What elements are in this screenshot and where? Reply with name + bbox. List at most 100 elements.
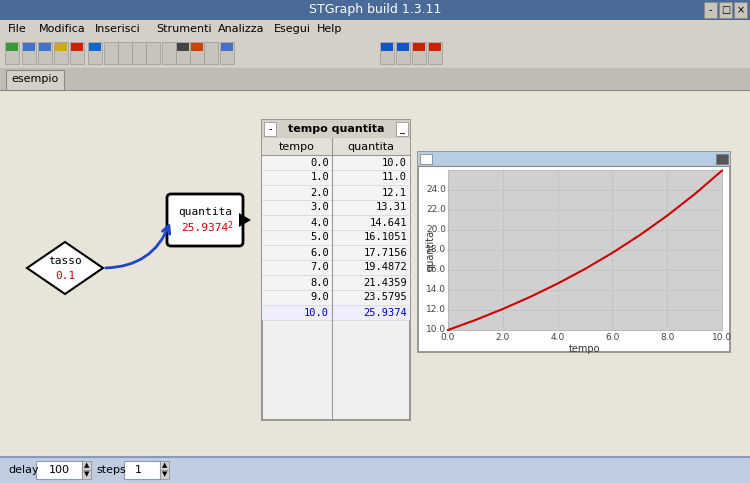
Bar — [397, 43, 409, 51]
Text: 2.0: 2.0 — [310, 187, 329, 198]
Text: Help: Help — [316, 24, 342, 34]
Text: 4.0: 4.0 — [310, 217, 329, 227]
Text: 8.0: 8.0 — [660, 333, 674, 342]
Bar — [0, 38, 750, 68]
Bar — [0, 68, 750, 90]
Text: 23.5795: 23.5795 — [363, 293, 407, 302]
Bar — [104, 42, 118, 64]
Polygon shape — [239, 213, 251, 227]
Text: tempo: tempo — [279, 142, 315, 152]
Bar — [6, 70, 64, 90]
Text: 14.0: 14.0 — [426, 285, 446, 295]
Bar — [118, 42, 132, 64]
Bar — [177, 43, 189, 51]
Bar — [105, 43, 117, 51]
Text: steps: steps — [96, 465, 126, 475]
Text: ▲: ▲ — [162, 463, 167, 469]
Text: 6.0: 6.0 — [605, 333, 619, 342]
Text: tasso: tasso — [48, 256, 82, 266]
Bar — [133, 43, 145, 51]
Bar — [204, 42, 218, 64]
Bar — [704, 2, 717, 18]
Text: 18.0: 18.0 — [426, 245, 446, 255]
Bar — [0, 20, 750, 38]
Text: File: File — [8, 24, 27, 34]
Bar — [191, 43, 203, 51]
Bar — [264, 122, 276, 136]
Bar — [23, 43, 35, 51]
Bar — [54, 42, 68, 64]
Bar — [396, 42, 410, 64]
Bar — [262, 170, 410, 185]
Bar — [88, 42, 102, 64]
Text: _: _ — [400, 124, 404, 134]
Text: 1: 1 — [134, 465, 142, 475]
Bar — [89, 43, 101, 51]
Bar — [119, 43, 131, 51]
Bar — [413, 43, 425, 51]
Bar — [160, 470, 169, 479]
Text: □: □ — [721, 5, 730, 15]
Bar — [262, 215, 410, 230]
Bar — [262, 290, 410, 305]
Bar — [418, 152, 730, 352]
Bar — [380, 42, 394, 64]
Bar — [132, 42, 146, 64]
Bar — [39, 43, 51, 51]
Bar — [124, 461, 160, 479]
Text: ▼: ▼ — [162, 471, 167, 478]
Bar — [412, 42, 426, 64]
Text: delay: delay — [8, 465, 39, 475]
Text: 16.1051: 16.1051 — [363, 232, 407, 242]
Text: 14.641: 14.641 — [370, 217, 407, 227]
Text: quantita: quantita — [347, 142, 394, 152]
Bar — [70, 42, 84, 64]
Text: 25.9374: 25.9374 — [363, 308, 407, 317]
Text: 10.0: 10.0 — [426, 326, 446, 335]
Bar — [428, 42, 442, 64]
Text: 21.4359: 21.4359 — [363, 278, 407, 287]
Text: tempo: tempo — [569, 344, 601, 354]
Text: Analizza: Analizza — [218, 24, 265, 34]
Text: 1.0: 1.0 — [310, 172, 329, 183]
Bar — [205, 43, 217, 51]
Text: 10.0: 10.0 — [712, 333, 732, 342]
Text: 20.0: 20.0 — [426, 226, 446, 235]
Bar — [38, 42, 52, 64]
Text: 4.0: 4.0 — [550, 333, 565, 342]
Bar — [262, 230, 410, 245]
Bar — [190, 42, 204, 64]
Bar — [420, 154, 432, 164]
Bar — [0, 90, 750, 457]
Text: 0.0: 0.0 — [441, 333, 455, 342]
Bar — [734, 2, 747, 18]
Bar — [146, 42, 160, 64]
Text: 10.0: 10.0 — [304, 308, 329, 317]
Text: Esegui: Esegui — [274, 24, 310, 34]
Bar — [448, 170, 722, 330]
Text: 17.7156: 17.7156 — [363, 247, 407, 257]
FancyArrowPatch shape — [106, 226, 170, 268]
Text: Modifica: Modifica — [39, 24, 86, 34]
Bar — [82, 470, 91, 479]
Bar — [0, 457, 750, 483]
Bar — [262, 305, 410, 320]
Bar — [160, 461, 169, 470]
Bar — [262, 120, 410, 420]
Text: ▼: ▼ — [84, 471, 89, 478]
Bar — [5, 42, 19, 64]
Text: Strumenti: Strumenti — [156, 24, 212, 34]
Text: quantita: quantita — [425, 229, 435, 270]
Text: 12.1: 12.1 — [382, 187, 407, 198]
Bar — [176, 42, 190, 64]
Polygon shape — [27, 242, 103, 294]
Text: 10.0: 10.0 — [382, 157, 407, 168]
Text: 6.0: 6.0 — [310, 247, 329, 257]
Text: Inserisci: Inserisci — [94, 24, 140, 34]
Text: 25.9374: 25.9374 — [182, 223, 229, 233]
Bar — [262, 200, 410, 215]
Bar — [262, 275, 410, 290]
Text: 8.0: 8.0 — [310, 278, 329, 287]
Text: -: - — [709, 5, 712, 15]
Bar — [221, 43, 233, 51]
